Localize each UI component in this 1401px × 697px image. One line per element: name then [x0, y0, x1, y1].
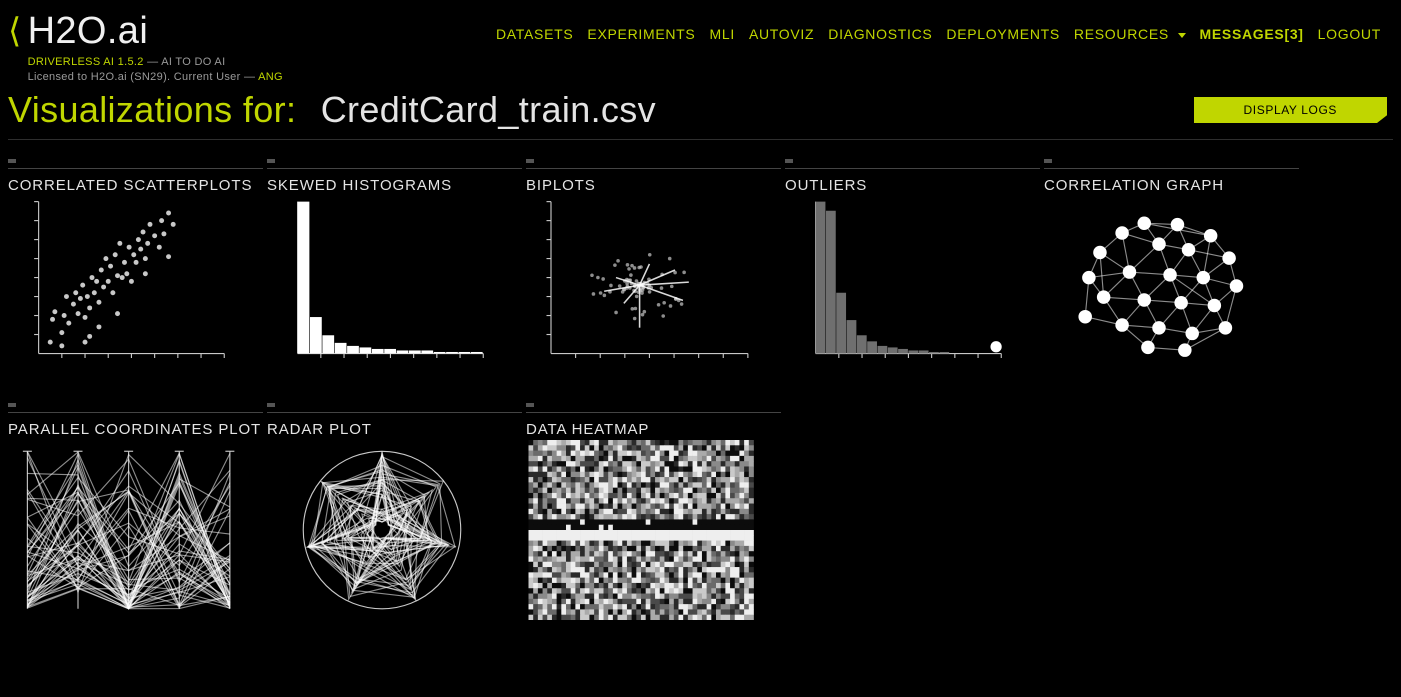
brand-logo: H2O.ai — [28, 12, 283, 50]
histogram-plot-icon — [267, 196, 497, 376]
product-line: DRIVERLESS AI 1.5.2 — AI TO DO AI — [28, 56, 283, 68]
card-title: BIPLOTS — [526, 171, 781, 196]
back-chevron-icon[interactable]: ⟨ — [8, 14, 22, 48]
nav-mli[interactable]: MLI — [709, 26, 734, 42]
card-biplots[interactable]: BIPLOTS — [526, 150, 781, 376]
page-title: Visualizations for: CreditCard_train.csv — [8, 89, 656, 131]
tagline: AI TO DO AI — [161, 56, 225, 68]
license-line: Licensed to H2O.ai (SN29). Current User … — [28, 71, 283, 83]
divider — [8, 139, 1393, 140]
card-outliers[interactable]: OUTLIERS — [785, 150, 1040, 376]
card-radar-plot[interactable]: RADAR PLOT — [267, 394, 522, 620]
nav-experiments[interactable]: EXPERIMENTS — [587, 26, 695, 42]
biplot-plot-icon — [526, 196, 756, 376]
outliers-plot-icon — [785, 196, 1015, 376]
radar-plot-icon — [267, 440, 497, 620]
nav-resources-label: RESOURCES — [1074, 26, 1169, 42]
parcoords-plot-icon — [8, 440, 238, 620]
card-title: CORRELATED SCATTERPLOTS — [8, 171, 263, 196]
nav-resources[interactable]: RESOURCES — [1074, 26, 1186, 42]
current-user: ANG — [258, 71, 283, 83]
card-title: DATA HEATMAP — [526, 415, 781, 440]
display-logs-button[interactable]: DISPLAY LOGS — [1194, 97, 1387, 123]
network-plot-icon — [1044, 196, 1274, 376]
card-title: SKEWED HISTOGRAMS — [267, 171, 522, 196]
page-title-file: CreditCard_train.csv — [321, 89, 656, 130]
card-title: PARALLEL COORDINATES PLOT — [8, 415, 263, 440]
card-data-heatmap[interactable]: DATA HEATMAP — [526, 394, 781, 620]
nav-messages[interactable]: MESSAGES[3] — [1200, 26, 1304, 42]
page-title-label: Visualizations for: — [8, 89, 296, 130]
product-version: DRIVERLESS AI 1.5.2 — [28, 56, 144, 68]
nav-deployments[interactable]: DEPLOYMENTS — [946, 26, 1060, 42]
nav-logout[interactable]: LOGOUT — [1318, 26, 1381, 42]
license-text: Licensed to H2O.ai (SN29). Current User … — [28, 71, 256, 83]
heatmap-plot-icon — [526, 440, 756, 620]
nav-autoviz[interactable]: AUTOVIZ — [749, 26, 814, 42]
scatter-plot-icon — [8, 196, 238, 376]
card-title: CORRELATION GRAPH — [1044, 171, 1299, 196]
nav-datasets[interactable]: DATASETS — [496, 26, 573, 42]
chevron-down-icon — [1178, 33, 1186, 38]
nav-diagnostics[interactable]: DIAGNOSTICS — [828, 26, 932, 42]
card-correlated-scatterplots[interactable]: CORRELATED SCATTERPLOTS — [8, 150, 263, 376]
card-skewed-histograms[interactable]: SKEWED HISTOGRAMS — [267, 150, 522, 376]
card-title: RADAR PLOT — [267, 415, 522, 440]
card-correlation-graph[interactable]: CORRELATION GRAPH — [1044, 150, 1299, 376]
card-parallel-coordinates[interactable]: PARALLEL COORDINATES PLOT — [8, 394, 263, 620]
main-nav: DATASETS EXPERIMENTS MLI AUTOVIZ DIAGNOS… — [496, 12, 1381, 42]
card-title: OUTLIERS — [785, 171, 1040, 196]
